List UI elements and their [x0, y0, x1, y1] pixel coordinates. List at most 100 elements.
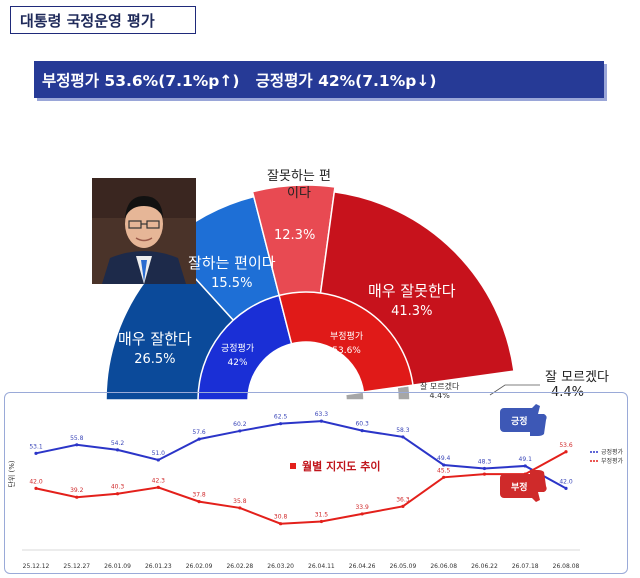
label-very-bad: 매우 잘못한다 41.3% [368, 280, 456, 319]
positive-point [523, 464, 527, 468]
thumbs-up-icon [500, 404, 547, 436]
positive-point [75, 443, 79, 447]
positive-value-label: 49.1 [519, 456, 533, 463]
page-title: 대통령 국정운영 평가 [20, 11, 155, 30]
callout-dont-know-name: 잘 모르겠다 [545, 370, 609, 385]
slice-negative [278, 291, 414, 393]
thumbs-up-label: 긍정 [511, 415, 528, 427]
x-tick-label: 25.12.12 [23, 563, 50, 570]
positive-point [197, 437, 201, 441]
positive-value-label: 55.8 [70, 435, 84, 442]
negative-value-label: 53.6 [559, 442, 573, 449]
negative-value-label: 39.2 [70, 487, 84, 494]
positive-value-label: 49.4 [437, 455, 451, 462]
trend-title-marker [290, 463, 296, 469]
monthly-trend-line-chart: 단위 (%) 25.12.12 25.12.27 26.01.09 26.01.23 2… [7, 404, 624, 570]
negative-point [564, 450, 568, 454]
positive-value-label: 62.5 [274, 414, 288, 421]
negative-point [319, 519, 323, 524]
thumbs-down-icon [500, 470, 547, 502]
negative-point [197, 500, 201, 504]
negative-point [115, 492, 120, 496]
positive-point [442, 463, 446, 467]
label-dont-know-inner: 잘 모르겠다 4.4% [420, 382, 459, 400]
negative-value-label: 45.5 [437, 467, 451, 474]
negative-value-label: 31.5 [315, 511, 329, 518]
negative-point [279, 522, 283, 526]
label-very-bad-value: 41.3% [391, 304, 433, 319]
x-tick-label: 26.06.22 [471, 563, 498, 570]
label-very-good-value: 26.5% [134, 352, 176, 367]
portrait-image [92, 178, 196, 284]
positive-value-label: 63.3 [315, 411, 329, 418]
positive-point [238, 429, 242, 433]
x-tick-label: 26.03.20 [267, 563, 294, 570]
negative-point [75, 495, 79, 499]
label-bad-value: 12.3% [274, 228, 316, 243]
positive-value-label: 57.6 [192, 429, 206, 436]
label-negative-value: 53.6% [332, 346, 361, 356]
positive-value-label: 53.1 [29, 443, 43, 450]
negative-value-label: 36.3 [396, 496, 410, 503]
negative-value-label: 30.8 [274, 514, 288, 521]
positive-value-label: 42.0 [559, 478, 573, 485]
summary-banner-text: 부정평가 53.6%(7.1%p↑) 긍정평가 42%(7.1%p↓) [42, 71, 437, 90]
label-positive: 긍정평가 42% [221, 342, 254, 370]
positive-point [401, 435, 405, 439]
x-tick-label: 26.02.09 [186, 563, 213, 570]
label-bad-name: 잘못하는 편이다 [267, 169, 331, 201]
negative-point [156, 485, 160, 490]
positive-point [564, 486, 568, 490]
positive-point [360, 429, 364, 433]
label-good: 잘하는 편이다 15.5% [188, 252, 276, 291]
label-negative: 부정평가 53.6% [330, 330, 363, 358]
label-bad: 잘못하는 편이다 [266, 168, 332, 202]
label-very-good-name: 매우 잘한다 [118, 330, 192, 348]
y-axis-unit-label: 단위 (%) [7, 460, 16, 487]
positive-value-label: 54.2 [111, 440, 125, 447]
positive-line [35, 420, 567, 490]
trend-title: 월별 지지도 추이 [302, 459, 381, 473]
x-tick-label: 25.12.27 [63, 563, 90, 570]
x-tick-label: 26.04.26 [349, 563, 376, 570]
negative-value-label: 33.9 [355, 504, 369, 511]
legend-pos-label: 긍정평가 [601, 448, 624, 456]
negative-value-label: 37.8 [192, 492, 206, 499]
approval-donut-chart [105, 184, 540, 400]
negative-line [35, 450, 567, 525]
positive-value-label: 60.3 [355, 421, 369, 428]
x-tick-label: 26.01.23 [145, 563, 172, 570]
x-tick-label: 26.05.09 [390, 563, 417, 570]
x-tick-label: 26.04.11 [308, 563, 335, 570]
dont-know-callout-line [489, 384, 540, 396]
negative-value-label: 40.3 [111, 484, 125, 491]
positive-point [482, 466, 487, 471]
x-tick-label: 26.01.09 [104, 563, 131, 570]
x-tick-label: 26.02.28 [226, 563, 253, 570]
positive-point [319, 419, 323, 423]
page-title-box: 대통령 국정운영 평가 [10, 6, 196, 34]
negative-value-label: 42.0 [29, 478, 43, 485]
positive-point [34, 451, 38, 455]
negative-value-label: 35.8 [233, 498, 247, 505]
label-very-bad-name: 매우 잘못한다 [368, 282, 456, 300]
positive-value-label: 60.2 [233, 421, 247, 428]
negative-point [442, 475, 446, 479]
x-tick-label: 26.07.18 [512, 563, 539, 570]
label-dont-know-inner-value: 4.4% [429, 391, 450, 400]
label-positive-value: 42% [227, 358, 248, 368]
positive-point [156, 458, 160, 462]
label-negative-name: 부정평가 [330, 332, 364, 342]
label-positive-name: 긍정평가 [221, 344, 255, 354]
summary-banner: 부정평가 53.6%(7.1%p↑) 긍정평가 42%(7.1%p↓) [34, 61, 604, 98]
trend-panel [4, 392, 628, 574]
x-tick-label: 26.06.08 [430, 563, 457, 570]
negative-point [34, 486, 38, 490]
label-good-name: 잘하는 편이다 [188, 254, 276, 272]
negative-point [360, 512, 364, 516]
label-good-value: 15.5% [211, 276, 253, 291]
negative-point [482, 472, 487, 476]
label-very-good: 매우 잘한다 26.5% [118, 328, 192, 367]
positive-point [115, 448, 120, 452]
negative-value-label: 42.3 [152, 477, 166, 484]
